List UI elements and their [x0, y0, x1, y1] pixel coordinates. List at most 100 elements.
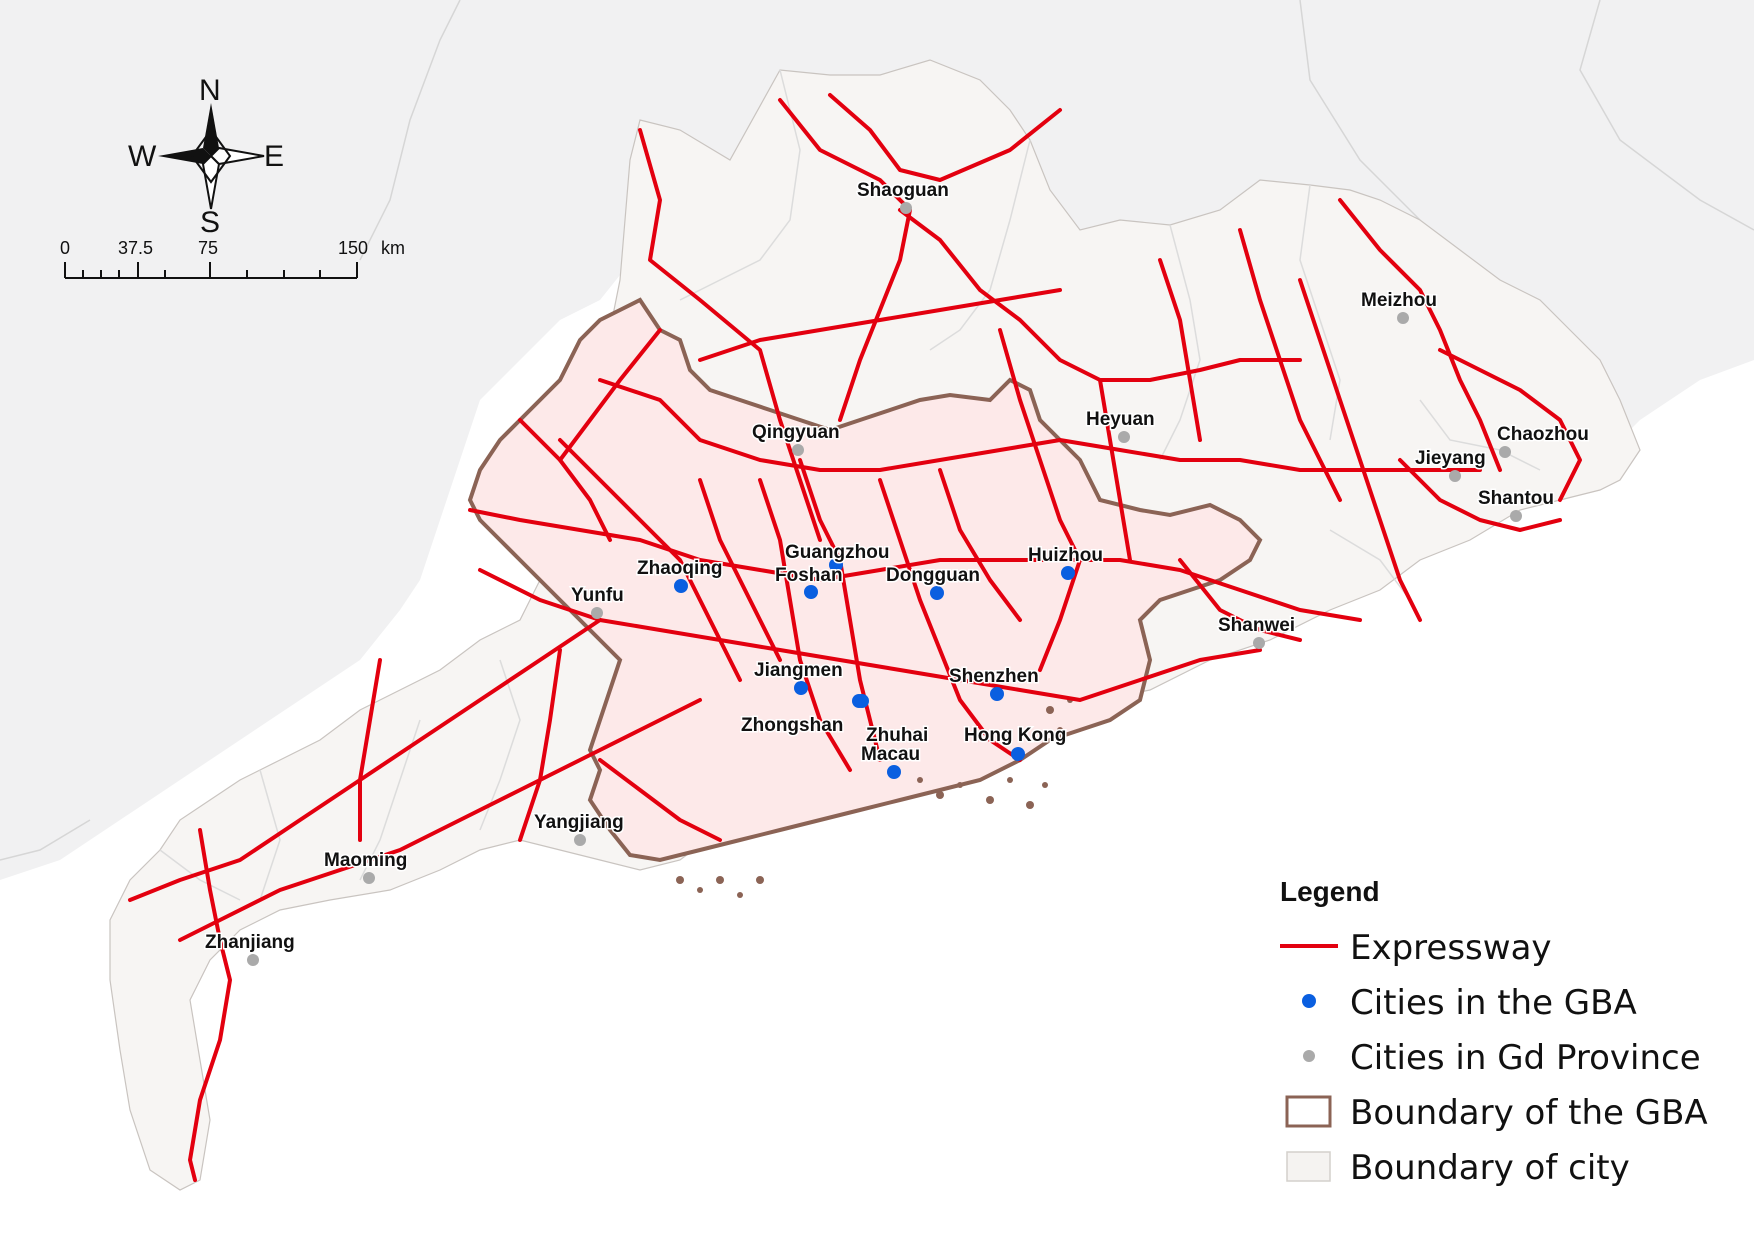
gd-city-marker	[574, 834, 586, 846]
gba-city-marker	[804, 585, 818, 599]
island	[1007, 777, 1013, 783]
gba-islands	[676, 697, 1073, 898]
gd-city-label: Qingyuan	[752, 422, 840, 443]
expressway	[1158, 258, 1202, 442]
gd-city-marker	[1253, 637, 1265, 649]
gd-city-label: Shaoguan	[857, 180, 949, 201]
gba-city-marker	[990, 687, 1004, 701]
gba-city-label: Dongguan	[886, 565, 980, 586]
compass-south-label: S	[200, 206, 220, 239]
expressway	[558, 328, 662, 462]
compass-west-point	[158, 148, 211, 164]
gd-city-marker	[1397, 312, 1409, 324]
expressway	[188, 828, 232, 1182]
expressway	[598, 378, 1482, 472]
expressway	[178, 698, 702, 942]
island	[737, 892, 743, 898]
legend-gba-city-label: Cities in the GBA	[1350, 983, 1637, 1023]
island	[1042, 782, 1048, 788]
expressway	[478, 568, 1262, 702]
compass-north-label: N	[199, 74, 221, 107]
gd-city-label: Shanwei	[1218, 615, 1295, 636]
city-boundary-line	[1299, 184, 1341, 441]
scale-label-75: 75	[198, 238, 218, 258]
north-arrow: N S E W	[128, 74, 284, 239]
gba-city-marker	[829, 558, 843, 572]
compass-inner-diamond	[190, 128, 232, 184]
expressway	[638, 128, 822, 542]
gba-city-marker	[887, 765, 901, 779]
island	[1057, 727, 1063, 733]
expressway	[358, 658, 382, 842]
gba-city-label: Zhuhai	[866, 725, 928, 746]
expressway	[778, 98, 912, 422]
gba-city-marker	[1061, 566, 1075, 580]
expressway	[518, 418, 612, 542]
legend: Legend Expressway Cities in the GBA Citi…	[1280, 876, 1708, 1188]
island	[676, 876, 684, 884]
expressway	[758, 478, 852, 772]
scale-unit: km	[381, 238, 405, 258]
outside-boundary	[0, 0, 1754, 861]
gba-city-marker	[855, 694, 869, 708]
gd-city-label: Yangjiang	[534, 812, 624, 833]
island	[756, 876, 764, 884]
expressway	[1178, 558, 1302, 642]
expressway-layer	[128, 93, 1582, 1182]
expressway	[878, 478, 1022, 762]
expressway	[1298, 278, 1422, 622]
gd-cities-layer: Shaoguan Qingyuan Heyuan Meizhou Chaozhou Jie…	[204, 179, 1590, 966]
island	[936, 791, 944, 799]
legend-gba-boundary-symbol	[1285, 1095, 1332, 1128]
expressway	[1238, 228, 1342, 502]
expressway	[898, 208, 1302, 382]
scale-bar-ticks	[64, 262, 358, 278]
city-boundary-line	[679, 69, 801, 301]
gba-city-label: Zhaoqing	[637, 558, 722, 579]
expressway	[998, 328, 1082, 672]
gba-city-label: Shenzhen	[949, 666, 1039, 687]
gd-city-label: Shantou	[1478, 488, 1554, 509]
expressway	[698, 288, 1062, 362]
gd-city-label: Zhanjiang	[205, 932, 295, 953]
city-boundary-line	[159, 849, 241, 901]
compass-east-label: E	[264, 140, 284, 173]
gba-boundary	[467, 297, 1263, 863]
scale-label-0: 0	[60, 238, 70, 258]
island	[986, 796, 994, 804]
legend-gd-city-symbol	[1303, 1050, 1315, 1062]
island	[697, 887, 703, 893]
expressway	[828, 93, 1062, 182]
gba-city-label: Huizhou	[1028, 545, 1103, 566]
gba-layer	[467, 297, 1263, 898]
expressway	[1438, 348, 1582, 502]
gd-city-marker	[247, 954, 259, 966]
gd-city-label: Yunfu	[571, 585, 624, 606]
gba-city-label: Jiangmen	[754, 660, 843, 681]
expressway	[558, 438, 742, 682]
island	[1046, 706, 1054, 714]
gd-city-marker	[900, 202, 912, 214]
gd-city-label: Chaozhou	[1497, 424, 1589, 445]
legend-expressway-label: Expressway	[1350, 928, 1552, 968]
expressway	[598, 758, 722, 842]
gba-city-marker	[794, 681, 808, 695]
gd-city-marker	[1499, 446, 1511, 458]
gd-city-marker	[792, 444, 804, 456]
gba-city-label: Macau	[861, 744, 920, 765]
gba-city-label: Hong Kong	[964, 725, 1066, 746]
gd-city-marker	[591, 607, 603, 619]
gd-city-marker	[1510, 510, 1522, 522]
city-boundary-line	[1329, 529, 1411, 601]
island	[1026, 801, 1034, 809]
city-boundary-line	[1159, 224, 1201, 461]
legend-city-boundary-label: Boundary of city	[1350, 1148, 1630, 1188]
gba-city-label: Guangzhou	[785, 542, 889, 563]
expressway	[798, 458, 882, 762]
scale-label-37.5: 37.5	[118, 238, 153, 258]
gba-city-marker	[930, 586, 944, 600]
gba-city-label: Foshan	[775, 565, 843, 586]
gba-city-label: Zhongshan	[741, 715, 843, 736]
